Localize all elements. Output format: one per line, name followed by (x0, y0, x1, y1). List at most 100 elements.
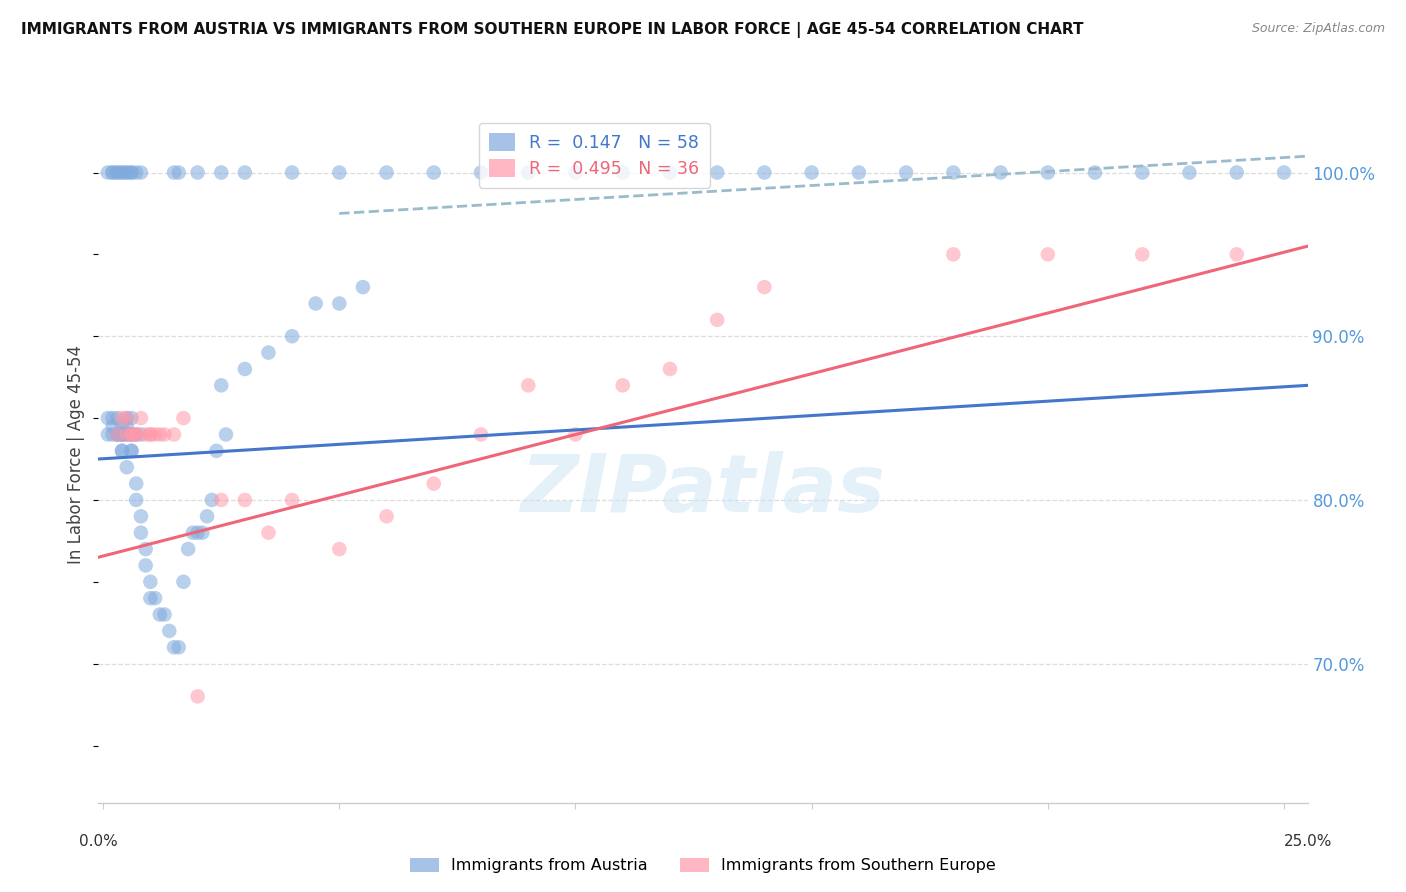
Point (942, 247, 965, 261)
Point (129, 165, 152, 179)
Point (121, 427, 143, 442)
Point (201, 492, 224, 507)
Point (612, 165, 634, 179)
Point (172, 574, 194, 589)
Point (209, 165, 232, 179)
Point (111, 427, 134, 442)
Point (517, 165, 540, 179)
Point (115, 460, 138, 475)
Text: Source: ZipAtlas.com: Source: ZipAtlas.com (1251, 22, 1385, 36)
Point (129, 525, 152, 540)
Point (1226, 165, 1249, 179)
Point (1272, 165, 1295, 179)
Point (181, 525, 204, 540)
Point (187, 690, 209, 704)
Point (97, 411, 120, 425)
Point (848, 165, 870, 179)
Point (135, 558, 157, 573)
Point (517, 378, 540, 392)
Point (167, 640, 190, 655)
Point (115, 411, 138, 425)
Point (121, 443, 143, 458)
Legend: R =  0.147   N = 58, R =  0.495   N = 36: R = 0.147 N = 58, R = 0.495 N = 36 (478, 123, 710, 188)
Point (352, 280, 374, 294)
Point (328, 296, 350, 310)
Point (177, 542, 200, 557)
Point (233, 362, 256, 376)
Text: ZIPatlas: ZIPatlas (520, 450, 886, 529)
Point (167, 165, 190, 179)
Point (1226, 247, 1249, 261)
Point (706, 313, 728, 327)
Point (564, 427, 586, 442)
Point (97, 427, 120, 442)
Point (942, 165, 965, 179)
Point (187, 165, 209, 179)
Point (215, 427, 238, 442)
Point (115, 427, 138, 442)
Point (115, 427, 138, 442)
Point (111, 419, 134, 434)
Point (105, 411, 128, 425)
Point (163, 640, 186, 655)
Point (894, 165, 917, 179)
Point (1036, 247, 1059, 261)
Point (149, 607, 172, 622)
Point (153, 607, 176, 622)
Point (121, 427, 143, 442)
Point (111, 165, 134, 179)
Point (658, 165, 681, 179)
Point (129, 509, 152, 524)
Point (281, 165, 304, 179)
Point (1130, 165, 1153, 179)
Point (328, 542, 350, 557)
Point (305, 296, 328, 310)
Legend: Immigrants from Austria, Immigrants from Southern Europe: Immigrants from Austria, Immigrants from… (404, 851, 1002, 880)
Point (121, 411, 143, 425)
Point (139, 591, 162, 606)
Point (754, 280, 776, 294)
Point (129, 411, 152, 425)
Point (375, 165, 398, 179)
Point (105, 427, 128, 442)
Point (101, 165, 124, 179)
Point (101, 165, 124, 179)
Point (257, 345, 280, 359)
Point (139, 427, 162, 442)
Point (281, 492, 304, 507)
Point (209, 378, 232, 392)
Point (375, 509, 398, 524)
Point (205, 443, 228, 458)
Point (470, 427, 492, 442)
Point (125, 165, 148, 179)
Point (101, 427, 124, 442)
Point (101, 411, 124, 425)
Point (111, 427, 134, 442)
Point (121, 427, 143, 442)
Point (153, 427, 176, 442)
Point (195, 509, 218, 524)
Point (564, 165, 586, 179)
Point (612, 378, 634, 392)
Point (328, 165, 350, 179)
Point (163, 427, 186, 442)
Point (754, 165, 776, 179)
Point (115, 427, 138, 442)
Text: 25.0%: 25.0% (1284, 834, 1331, 849)
Point (115, 165, 138, 179)
Point (233, 492, 256, 507)
Point (658, 362, 681, 376)
Point (1036, 165, 1059, 179)
Point (209, 492, 232, 507)
Point (111, 411, 134, 425)
Point (115, 411, 138, 425)
Point (121, 427, 143, 442)
Point (105, 427, 128, 442)
Point (143, 591, 166, 606)
Point (111, 443, 134, 458)
Point (1130, 247, 1153, 261)
Point (111, 427, 134, 442)
Point (125, 476, 148, 491)
Point (129, 427, 152, 442)
Point (125, 492, 148, 507)
